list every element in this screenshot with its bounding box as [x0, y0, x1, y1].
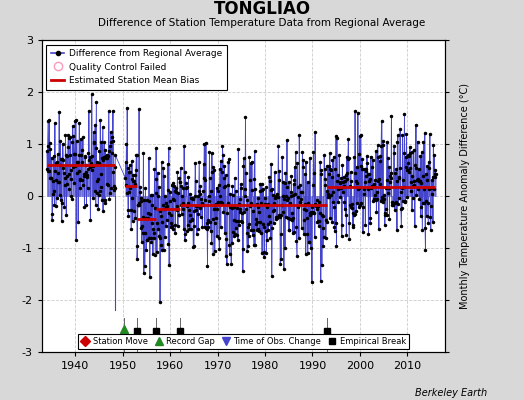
Y-axis label: Monthly Temperature Anomaly Difference (°C): Monthly Temperature Anomaly Difference (… [460, 83, 470, 309]
Text: Difference of Station Temperature Data from Regional Average: Difference of Station Temperature Data f… [99, 18, 425, 28]
Text: TONGLIAO: TONGLIAO [213, 0, 311, 18]
Text: Berkeley Earth: Berkeley Earth [415, 388, 487, 398]
Legend: Difference from Regional Average, Quality Control Failed, Estimated Station Mean: Difference from Regional Average, Qualit… [47, 44, 227, 90]
